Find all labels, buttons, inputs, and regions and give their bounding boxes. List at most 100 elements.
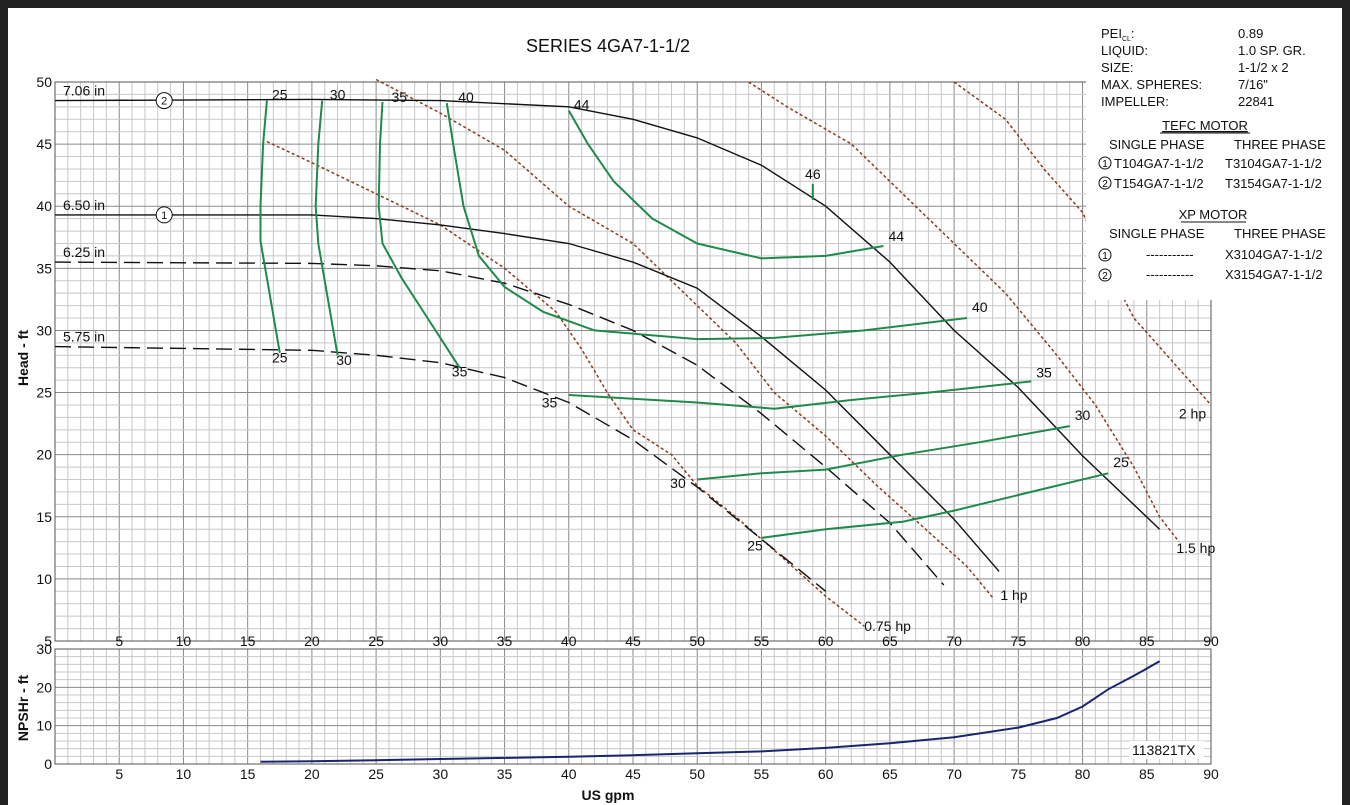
efficiency-label: 40 <box>972 299 988 315</box>
x-tick-label-npsh: 70 <box>946 766 962 782</box>
xp-single-phase-header: SINGLE PHASE <box>1109 226 1205 241</box>
npsh-curve <box>260 660 1161 763</box>
xp-row1-circle <box>1098 248 1112 262</box>
liquid-value: 1.0 SP. GR. <box>1238 43 1306 58</box>
y-tick-label-head: 35 <box>36 260 52 276</box>
efficiency-label: 35 <box>391 89 407 105</box>
y-axis-title-head: Head - ft <box>15 330 31 386</box>
x-tick-label-npsh: 40 <box>561 766 577 782</box>
power-label: 0.75 hp <box>864 618 911 634</box>
x-tick-label-npsh: 80 <box>1075 766 1091 782</box>
chart-svg: 5510101515202025253030353540404545505055… <box>15 22 1338 803</box>
efficiency-label: 35 <box>542 394 558 410</box>
spec-panel: PEICL: 0.89 LIQUID: 1.0 SP. GR. SIZE: 1-… <box>1086 22 1338 300</box>
x-tick-label-npsh: 65 <box>882 766 898 782</box>
head-panel-border <box>54 81 1212 642</box>
xp-row1-num: 1 <box>1102 251 1108 262</box>
xp-heading: XP MOTOR <box>1179 207 1248 222</box>
xp-row1-single: ----------- <box>1146 247 1194 262</box>
size-value: 1-1/2 x 2 <box>1238 60 1289 75</box>
x-tick-label-head: 75 <box>1011 633 1027 649</box>
grid <box>54 81 1212 765</box>
tefc-row2-circle <box>1098 176 1112 190</box>
footer-code-bg <box>1130 741 1204 759</box>
chart-labels: 5510101515202025253030353540404545505055… <box>36 74 1219 782</box>
impeller-diameter-label: 5.75 in <box>63 329 105 345</box>
x-tick-label-head: 90 <box>1203 633 1219 649</box>
xp-row2-circle <box>1098 268 1112 282</box>
impeller-curve <box>55 214 1000 572</box>
impeller-diameter-label: 6.25 in <box>63 244 105 260</box>
y-tick-label-npsh: 10 <box>36 718 52 734</box>
impeller-curve <box>54 345 827 592</box>
footer-code: 113821TX <box>1132 742 1196 758</box>
efficiency-label: 30 <box>1075 407 1091 423</box>
efficiency-curve <box>314 100 339 356</box>
tefc-row2-single: T154GA7-1-1/2 <box>1114 176 1204 191</box>
pei-label: PEICL: <box>1101 26 1135 43</box>
power-curve <box>748 81 1180 543</box>
x-tick-label-npsh: 15 <box>240 766 256 782</box>
xp-row1-three: X3104GA7-1-1/2 <box>1225 247 1323 262</box>
efficiency-label: 35 <box>1036 365 1052 381</box>
impeller-diameter-label: 7.06 in <box>63 83 105 99</box>
xp-row2-num: 2 <box>1102 271 1108 282</box>
impeller-motor-number: 2 <box>161 96 167 108</box>
spheres-value: 7/16" <box>1238 77 1268 92</box>
xp-three-phase-header: THREE PHASE <box>1234 226 1326 241</box>
y-tick-label-head: 5 <box>44 633 52 649</box>
efficiency-label: 25 <box>1113 454 1129 470</box>
tefc-single-phase-header: SINGLE PHASE <box>1109 137 1205 152</box>
spheres-label: MAX. SPHERES: <box>1101 77 1202 92</box>
x-tick-label-head: 40 <box>561 633 577 649</box>
x-tick-label-npsh: 75 <box>1011 766 1027 782</box>
tefc-row1-three: T3104GA7-1-1/2 <box>1225 156 1322 171</box>
x-tick-label-head: 50 <box>689 633 705 649</box>
efficiency-label: 30 <box>670 475 686 491</box>
tefc-three-phase-header: THREE PHASE <box>1234 137 1326 152</box>
impeller-label: IMPELLER: <box>1101 94 1169 109</box>
y-tick-label-npsh: 0 <box>44 756 52 772</box>
x-tick-label-npsh: 20 <box>304 766 320 782</box>
y-tick-label-head: 50 <box>36 74 52 90</box>
size-label: SIZE: <box>1101 60 1134 75</box>
efficiency-label: 30 <box>330 86 346 102</box>
power-label: 1 hp <box>1000 587 1027 603</box>
x-tick-label-npsh: 45 <box>625 766 641 782</box>
y-tick-label-head: 45 <box>36 136 52 152</box>
pei-subscript: CL <box>1122 36 1131 43</box>
y-tick-label-head: 25 <box>36 385 52 401</box>
tefc-row1-single: T104GA7-1-1/2 <box>1114 156 1204 171</box>
pei-value: 0.89 <box>1238 26 1263 41</box>
impeller-value: 22841 <box>1238 94 1274 109</box>
efficiency-curve <box>568 380 1032 410</box>
y-tick-label-head: 30 <box>36 322 52 338</box>
efficiency-label: 46 <box>805 166 821 182</box>
tefc-row2-three: T3154GA7-1-1/2 <box>1225 176 1322 191</box>
x-tick-label-npsh: 85 <box>1139 766 1155 782</box>
efficiency-label: 44 <box>889 228 905 244</box>
efficiency-label: 25 <box>272 350 288 366</box>
power-curve <box>266 140 865 627</box>
impeller-motor-circle <box>155 206 173 224</box>
power-label: 1.5 hp <box>1176 540 1215 556</box>
x-tick-label-head: 55 <box>754 633 770 649</box>
x-tick-label-head: 15 <box>240 633 256 649</box>
efficiency-curve <box>697 425 1070 481</box>
tefc-row1-circle <box>1098 156 1112 170</box>
xp-row2-three: X3154GA7-1-1/2 <box>1225 267 1323 282</box>
x-tick-label-head: 45 <box>625 633 641 649</box>
x-axis-title: US gpm <box>582 787 635 803</box>
x-tick-label-npsh: 35 <box>497 766 513 782</box>
y-axis-title-npsh: NPSHr - ft <box>15 675 31 741</box>
npsh-panel-border <box>54 648 1212 765</box>
efficiency-curve <box>445 102 968 341</box>
x-tick-label-npsh: 25 <box>368 766 384 782</box>
x-tick-label-npsh: 5 <box>115 766 123 782</box>
efficiency-curve <box>761 472 1109 539</box>
y-tick-label-npsh: 30 <box>36 641 52 657</box>
spec-panel-bg <box>1086 22 1338 300</box>
efficiency-curve <box>259 100 281 353</box>
impeller-motor-number: 1 <box>161 210 167 222</box>
